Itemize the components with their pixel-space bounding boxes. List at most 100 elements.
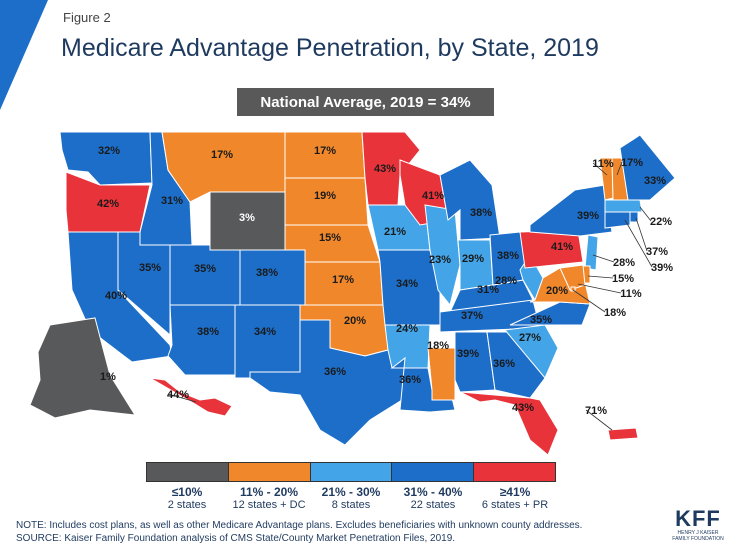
legend-count: 6 states + PR [481,499,549,511]
leader-line-district-of-columbia [572,289,606,313]
state-massachusetts [604,199,643,213]
state-value-massachusetts: 22% [650,216,672,228]
state-florida [459,391,559,456]
state-value-maryland: 11% [620,288,642,300]
leader-line-vermont [592,162,608,176]
state-value-alabama: 39% [457,348,479,360]
state-value-nebraska: 15% [319,232,341,244]
state-value-puerto-rico: 71% [585,405,607,417]
legend-item: 21% - 30% 8 states [310,485,392,511]
state-value-new-hampshire: 17% [621,157,643,169]
state-puerto-rico [607,427,639,441]
state-new-jersey [584,234,599,271]
state-value-hawaii: 44% [167,389,189,401]
legend-range: 21% - 30% [321,485,381,499]
state-value-new-jersey: 28% [613,257,635,269]
state-value-indiana: 29% [462,253,484,265]
state-alabama [454,331,496,393]
state-kentucky [449,279,534,313]
footnote: NOTE: Includes cost plans, as well as ot… [16,519,582,545]
map-legend: ≤10% 2 states 11% - 20% 12 states + DC 21% -… [146,462,556,511]
state-value-connecticut: 39% [651,262,673,274]
state-minnesota [361,131,421,206]
source-text: SOURCE: Kaiser Family Foundation analysi… [16,533,456,544]
legend-item: ≥41% 6 states + PR [474,485,556,511]
state-maine [619,134,676,201]
state-new-york [529,184,613,237]
corner-accent-triangle [0,0,48,110]
state-indiana [457,239,494,291]
logo-subtitle: HENRY J KAISER FAMILY FOUNDATION [672,530,724,542]
state-value-california: 40% [105,290,127,302]
state-value-utah: 35% [194,263,216,275]
state-value-mississippi: 18% [427,340,449,352]
state-value-west-virginia: 28% [495,275,517,287]
state-value-ohio: 38% [497,250,519,262]
state-value-wyoming: 3% [239,212,255,224]
state-value-south-dakota: 19% [314,190,336,202]
state-value-washington: 32% [98,145,120,157]
state-value-delaware: 15% [612,273,634,285]
state-value-illinois: 23% [429,254,451,266]
state-value-georgia: 36% [493,358,515,370]
state-value-missouri: 34% [396,278,418,290]
legend-count: 12 states + DC [232,499,306,511]
state-value-new-york: 39% [577,210,599,222]
legend-item: 11% - 20% 12 states + DC [228,485,310,511]
legend-range: 11% - 20% [239,485,299,499]
state-value-florida: 43% [512,402,534,414]
state-value-vermont: 11% [592,158,614,170]
leader-line-puerto-rico [585,409,613,431]
state-value-iowa: 21% [384,226,406,238]
legend-color-bar [146,462,556,482]
state-value-rhode-island: 37% [646,246,668,258]
legend-range: 31% - 40% [403,485,463,499]
leader-line-new-jersey [592,254,615,263]
state-connecticut [604,211,631,229]
state-value-arizona: 38% [197,326,219,338]
legend-range: ≤10% [171,485,203,499]
state-value-colorado: 38% [256,267,278,279]
state-value-tennessee: 37% [461,310,483,322]
state-value-oklahoma: 20% [344,315,366,327]
state-value-louisiana: 36% [399,374,421,386]
state-value-idaho: 31% [161,195,183,207]
state-texas [249,319,411,446]
legend-swatch [228,463,311,481]
state-hawaii [149,377,233,417]
state-michigan [439,159,501,241]
leader-line-delaware [587,275,614,279]
state-utah [169,244,241,306]
figure-label: Figure 2 [63,10,111,25]
legend-swatch [147,463,229,481]
state-value-north-carolina: 35% [530,314,552,326]
legend-item: ≤10% 2 states [146,485,228,511]
legend-swatch [392,463,475,481]
legend-swatch [310,463,393,481]
state-value-south-carolina: 27% [519,332,541,344]
state-mississippi [427,347,456,401]
leader-line-hawaii [167,393,197,403]
state-alaska [29,317,136,419]
legend-range: ≥41% [499,485,531,499]
state-value-michigan: 38% [470,207,492,219]
state-value-kansas: 17% [332,274,354,286]
state-arizona [167,304,236,376]
us-state-map: 32% 42% 40% 31% 35% 17% 3% 35% 38% 38% 34% 17% 19% 15… [29,131,676,456]
state-value-new-mexico: 34% [254,326,276,338]
state-value-arkansas: 24% [396,323,418,335]
legend-count: 2 states [167,499,207,511]
state-value-wisconsin: 41% [422,190,444,202]
note-text: NOTE: Includes cost plans, as well as ot… [16,520,583,531]
state-south-carolina [504,324,559,379]
logo-wordmark: KFF [675,506,721,531]
national-average-badge: National Average, 2019 = 34% [237,88,494,116]
legend-item: 31% - 40% 22 states [392,485,474,511]
state-north-carolina [509,301,591,326]
legend-count: 22 states [410,499,456,511]
state-value-virginia: 20% [546,285,568,297]
state-value-maine: 33% [644,175,666,187]
state-value-texas: 36% [324,366,346,378]
state-value-pennsylvania: 41% [551,241,573,253]
leader-line-maryland [577,283,622,294]
